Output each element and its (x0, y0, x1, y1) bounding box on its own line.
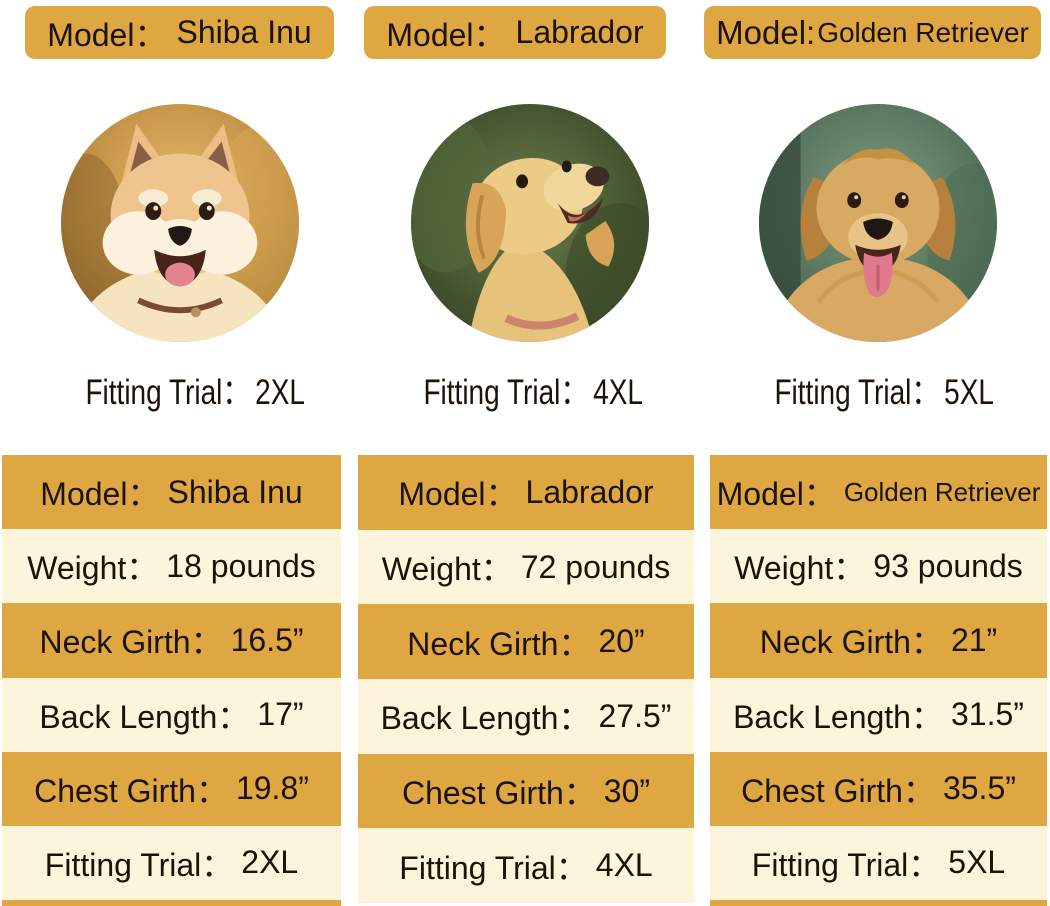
row-label: Back Length： (733, 698, 943, 735)
model-badge-label: Model: (716, 13, 816, 51)
row-value: 27.5” (598, 697, 672, 734)
fitting-trial-line: Fitting Trial： 2XL (50, 374, 341, 412)
row-value: 21” (950, 621, 998, 658)
row-label: Weight： (381, 551, 513, 587)
row-label: Fitting Trial： (44, 846, 234, 883)
table-row: Model： Shiba Inu (2, 455, 341, 530)
row-label: Neck Girth： (759, 624, 943, 661)
model-badge-value: Labrador (515, 14, 644, 50)
table-row: Back Length： 17” (2, 677, 341, 752)
row-value: 17” (257, 696, 304, 733)
table-row: Model： Golden Retriever (710, 455, 1047, 530)
row-label: Chest Girth： (401, 775, 596, 812)
row-value: 4XL (595, 847, 653, 884)
table-row: Fitting Trial： 5XL (710, 825, 1047, 901)
size-table-shiba-inu: Model： Shiba Inu Weight： 18 pounds Neck … (2, 455, 341, 906)
row-value: 19.8” (235, 770, 309, 807)
row-value: 5XL (948, 844, 1006, 881)
fitting-trial-label: Fitting Trial： (774, 373, 940, 412)
table-row: Neck Girth： 16.5” (2, 603, 341, 678)
model-badge: Model： Shiba Inu (25, 6, 334, 59)
row-label: Neck Girth： (39, 624, 223, 661)
labrador-illustration (411, 104, 649, 342)
model-badge-value: Shiba Inu (176, 14, 312, 50)
row-value: 30” (603, 772, 651, 809)
fitting-trial-text: Fitting Trial： 4XL (423, 374, 643, 412)
fitting-trial-label: Fitting Trial： (423, 373, 589, 412)
row-label: Back Length： (380, 700, 591, 737)
model-badge-label: Model： (386, 16, 506, 53)
model-badge: Model: Golden Retriever (704, 6, 1041, 59)
table-row: Back Length： 27.5” (358, 679, 694, 754)
fitting-trial-text: Fitting Trial： 5XL (775, 374, 995, 412)
row-label: Neck Girth： (407, 625, 591, 662)
fitting-trial-line: Fitting Trial： 4XL (372, 374, 694, 412)
shiba-inu-photo (61, 104, 299, 342)
table-row: Weight： 93 pounds (710, 529, 1047, 604)
table-row: Back Length： 31.5” (710, 677, 1047, 752)
table-row: Weight： 18 pounds (2, 529, 341, 604)
row-value: 20” (598, 623, 645, 660)
table-bottom-strip (2, 900, 341, 906)
row-label: Fitting Trial： (399, 849, 588, 886)
fitting-trial-value: 4XL (592, 373, 643, 412)
row-label: Weight： (27, 550, 159, 587)
column-shiba-inu: Model： Shiba Inu (2, 0, 341, 906)
fitting-trial-value: 5XL (944, 373, 995, 412)
labrador-photo (411, 104, 649, 342)
row-label: Model： (398, 476, 518, 513)
fitting-trial-value: 2XL (255, 373, 306, 412)
column-labrador: Model： Labrador (358, 0, 694, 906)
model-badge-label: Model： (47, 16, 167, 53)
row-value: 35.5” (942, 770, 1016, 807)
size-table-labrador: Model： Labrador Weight： 72 pounds Neck G… (358, 455, 694, 904)
row-value: 93 pounds (873, 547, 1023, 584)
table-row: Fitting Trial： 2XL (2, 825, 341, 901)
table-row: Neck Girth： 21” (710, 603, 1047, 678)
table-row: Fitting Trial： 4XL (358, 828, 694, 904)
row-label: Chest Girth： (741, 772, 935, 809)
table-row: Chest Girth： 19.8” (2, 751, 341, 826)
row-label: Chest Girth： (34, 772, 228, 809)
row-value: 18 pounds (166, 547, 316, 584)
row-label: Model： (40, 476, 160, 513)
row-value: Labrador (525, 473, 654, 510)
row-label: Model： (716, 476, 836, 513)
row-value: Shiba Inu (167, 473, 303, 510)
table-row: Model： Labrador (358, 455, 694, 530)
model-badge: Model： Labrador (364, 6, 666, 59)
fitting-trial-text: Fitting Trial： 2XL (86, 374, 306, 412)
table-row: Chest Girth： 30” (358, 753, 694, 829)
row-value: 2XL (241, 844, 299, 881)
row-value: 31.5” (950, 696, 1024, 733)
row-value: 72 pounds (520, 548, 671, 585)
table-bottom-strip (710, 900, 1047, 906)
model-badge-value: Golden Retriever (817, 16, 1029, 48)
row-label: Fitting Trial： (751, 846, 941, 883)
table-row: Chest Girth： 35.5” (710, 751, 1047, 826)
column-golden-retriever: Model: Golden Retriever (704, 0, 1047, 906)
row-label: Back Length： (39, 698, 250, 735)
row-value: Golden Retriever (843, 476, 1041, 507)
table-row: Weight： 72 pounds (358, 529, 694, 605)
row-value: 16.5” (230, 621, 304, 658)
row-label: Weight： (734, 550, 866, 587)
golden-retriever-illustration (759, 104, 997, 342)
golden-retriever-photo (759, 104, 997, 342)
fitting-trial-label: Fitting Trial： (85, 373, 251, 412)
shiba-inu-illustration (61, 104, 299, 342)
size-table-golden-retriever: Model： Golden Retriever Weight： 93 pound… (710, 455, 1047, 906)
table-row: Neck Girth： 20” (358, 604, 694, 680)
fitting-trial-line: Fitting Trial： 5XL (722, 374, 1047, 412)
